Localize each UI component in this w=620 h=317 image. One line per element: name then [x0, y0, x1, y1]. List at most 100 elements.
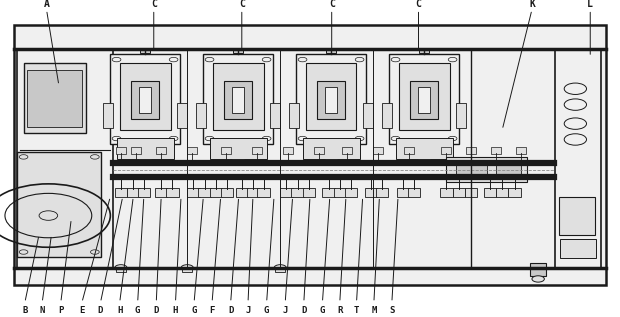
Text: P: P: [58, 306, 63, 315]
Text: N: N: [40, 306, 45, 315]
Bar: [210, 188, 222, 197]
Bar: [465, 188, 477, 197]
Bar: [466, 147, 476, 154]
Bar: [17, 49, 113, 268]
Bar: [453, 188, 465, 197]
Bar: [491, 147, 501, 154]
Circle shape: [412, 65, 417, 68]
Bar: [322, 188, 335, 197]
Bar: [131, 147, 141, 154]
Bar: [289, 103, 299, 128]
Circle shape: [402, 65, 407, 68]
Text: H: H: [173, 306, 178, 315]
Text: C: C: [151, 0, 157, 9]
Bar: [418, 158, 430, 165]
Circle shape: [226, 65, 231, 68]
Bar: [177, 103, 187, 128]
Text: B: B: [22, 306, 27, 315]
Text: G: G: [135, 306, 140, 315]
Bar: [213, 63, 264, 130]
Text: G: G: [264, 306, 269, 315]
Text: D: D: [98, 306, 103, 315]
Text: E: E: [79, 306, 84, 315]
Bar: [303, 138, 360, 159]
Bar: [232, 158, 244, 165]
Text: D: D: [301, 306, 306, 315]
Text: L: L: [587, 0, 593, 9]
Bar: [397, 188, 409, 197]
Bar: [334, 188, 346, 197]
Bar: [325, 158, 337, 165]
Bar: [373, 147, 383, 154]
Bar: [363, 103, 373, 128]
Circle shape: [216, 65, 221, 68]
Bar: [389, 54, 459, 144]
Bar: [275, 267, 285, 272]
Bar: [27, 70, 82, 127]
Text: G: G: [320, 306, 325, 315]
Bar: [196, 103, 206, 128]
Bar: [314, 147, 324, 154]
Text: S: S: [389, 306, 394, 315]
Bar: [408, 188, 420, 197]
Bar: [120, 63, 170, 130]
Bar: [156, 147, 166, 154]
Bar: [139, 87, 151, 113]
Bar: [247, 188, 259, 197]
Text: D: D: [154, 306, 159, 315]
Bar: [187, 147, 197, 154]
Bar: [306, 63, 356, 130]
Bar: [221, 147, 231, 154]
Bar: [198, 188, 211, 197]
Bar: [270, 103, 280, 128]
Bar: [345, 188, 357, 197]
Bar: [283, 147, 293, 154]
Bar: [376, 188, 388, 197]
Bar: [365, 188, 377, 197]
Text: C: C: [239, 0, 245, 9]
Text: R: R: [337, 306, 342, 315]
Text: C: C: [415, 0, 422, 9]
Bar: [396, 138, 453, 159]
Circle shape: [133, 65, 138, 68]
Bar: [139, 158, 151, 165]
Bar: [187, 188, 200, 197]
Text: H: H: [117, 306, 122, 315]
Bar: [560, 239, 596, 258]
Text: G: G: [192, 306, 197, 315]
Bar: [555, 49, 601, 268]
Bar: [325, 87, 337, 113]
Circle shape: [238, 65, 243, 68]
Bar: [484, 188, 496, 197]
Bar: [232, 87, 244, 113]
Circle shape: [532, 276, 544, 282]
Bar: [131, 81, 159, 119]
Text: J: J: [283, 306, 288, 315]
Bar: [155, 188, 167, 197]
Text: M: M: [371, 306, 376, 315]
Bar: [382, 103, 392, 128]
Bar: [291, 188, 304, 197]
Bar: [559, 197, 595, 235]
Bar: [441, 147, 451, 154]
Bar: [317, 81, 345, 119]
Bar: [252, 147, 262, 154]
Circle shape: [319, 65, 324, 68]
Text: K: K: [529, 0, 535, 9]
Bar: [516, 147, 526, 154]
Bar: [326, 48, 336, 53]
Bar: [233, 48, 243, 53]
Bar: [221, 188, 233, 197]
Bar: [127, 188, 140, 197]
Bar: [224, 81, 252, 119]
Bar: [456, 103, 466, 128]
Bar: [280, 188, 293, 197]
Bar: [496, 163, 521, 176]
Bar: [342, 147, 352, 154]
Bar: [440, 188, 453, 197]
Circle shape: [123, 65, 128, 68]
Bar: [117, 138, 174, 159]
Bar: [140, 48, 150, 53]
Bar: [236, 188, 248, 197]
Bar: [116, 147, 126, 154]
